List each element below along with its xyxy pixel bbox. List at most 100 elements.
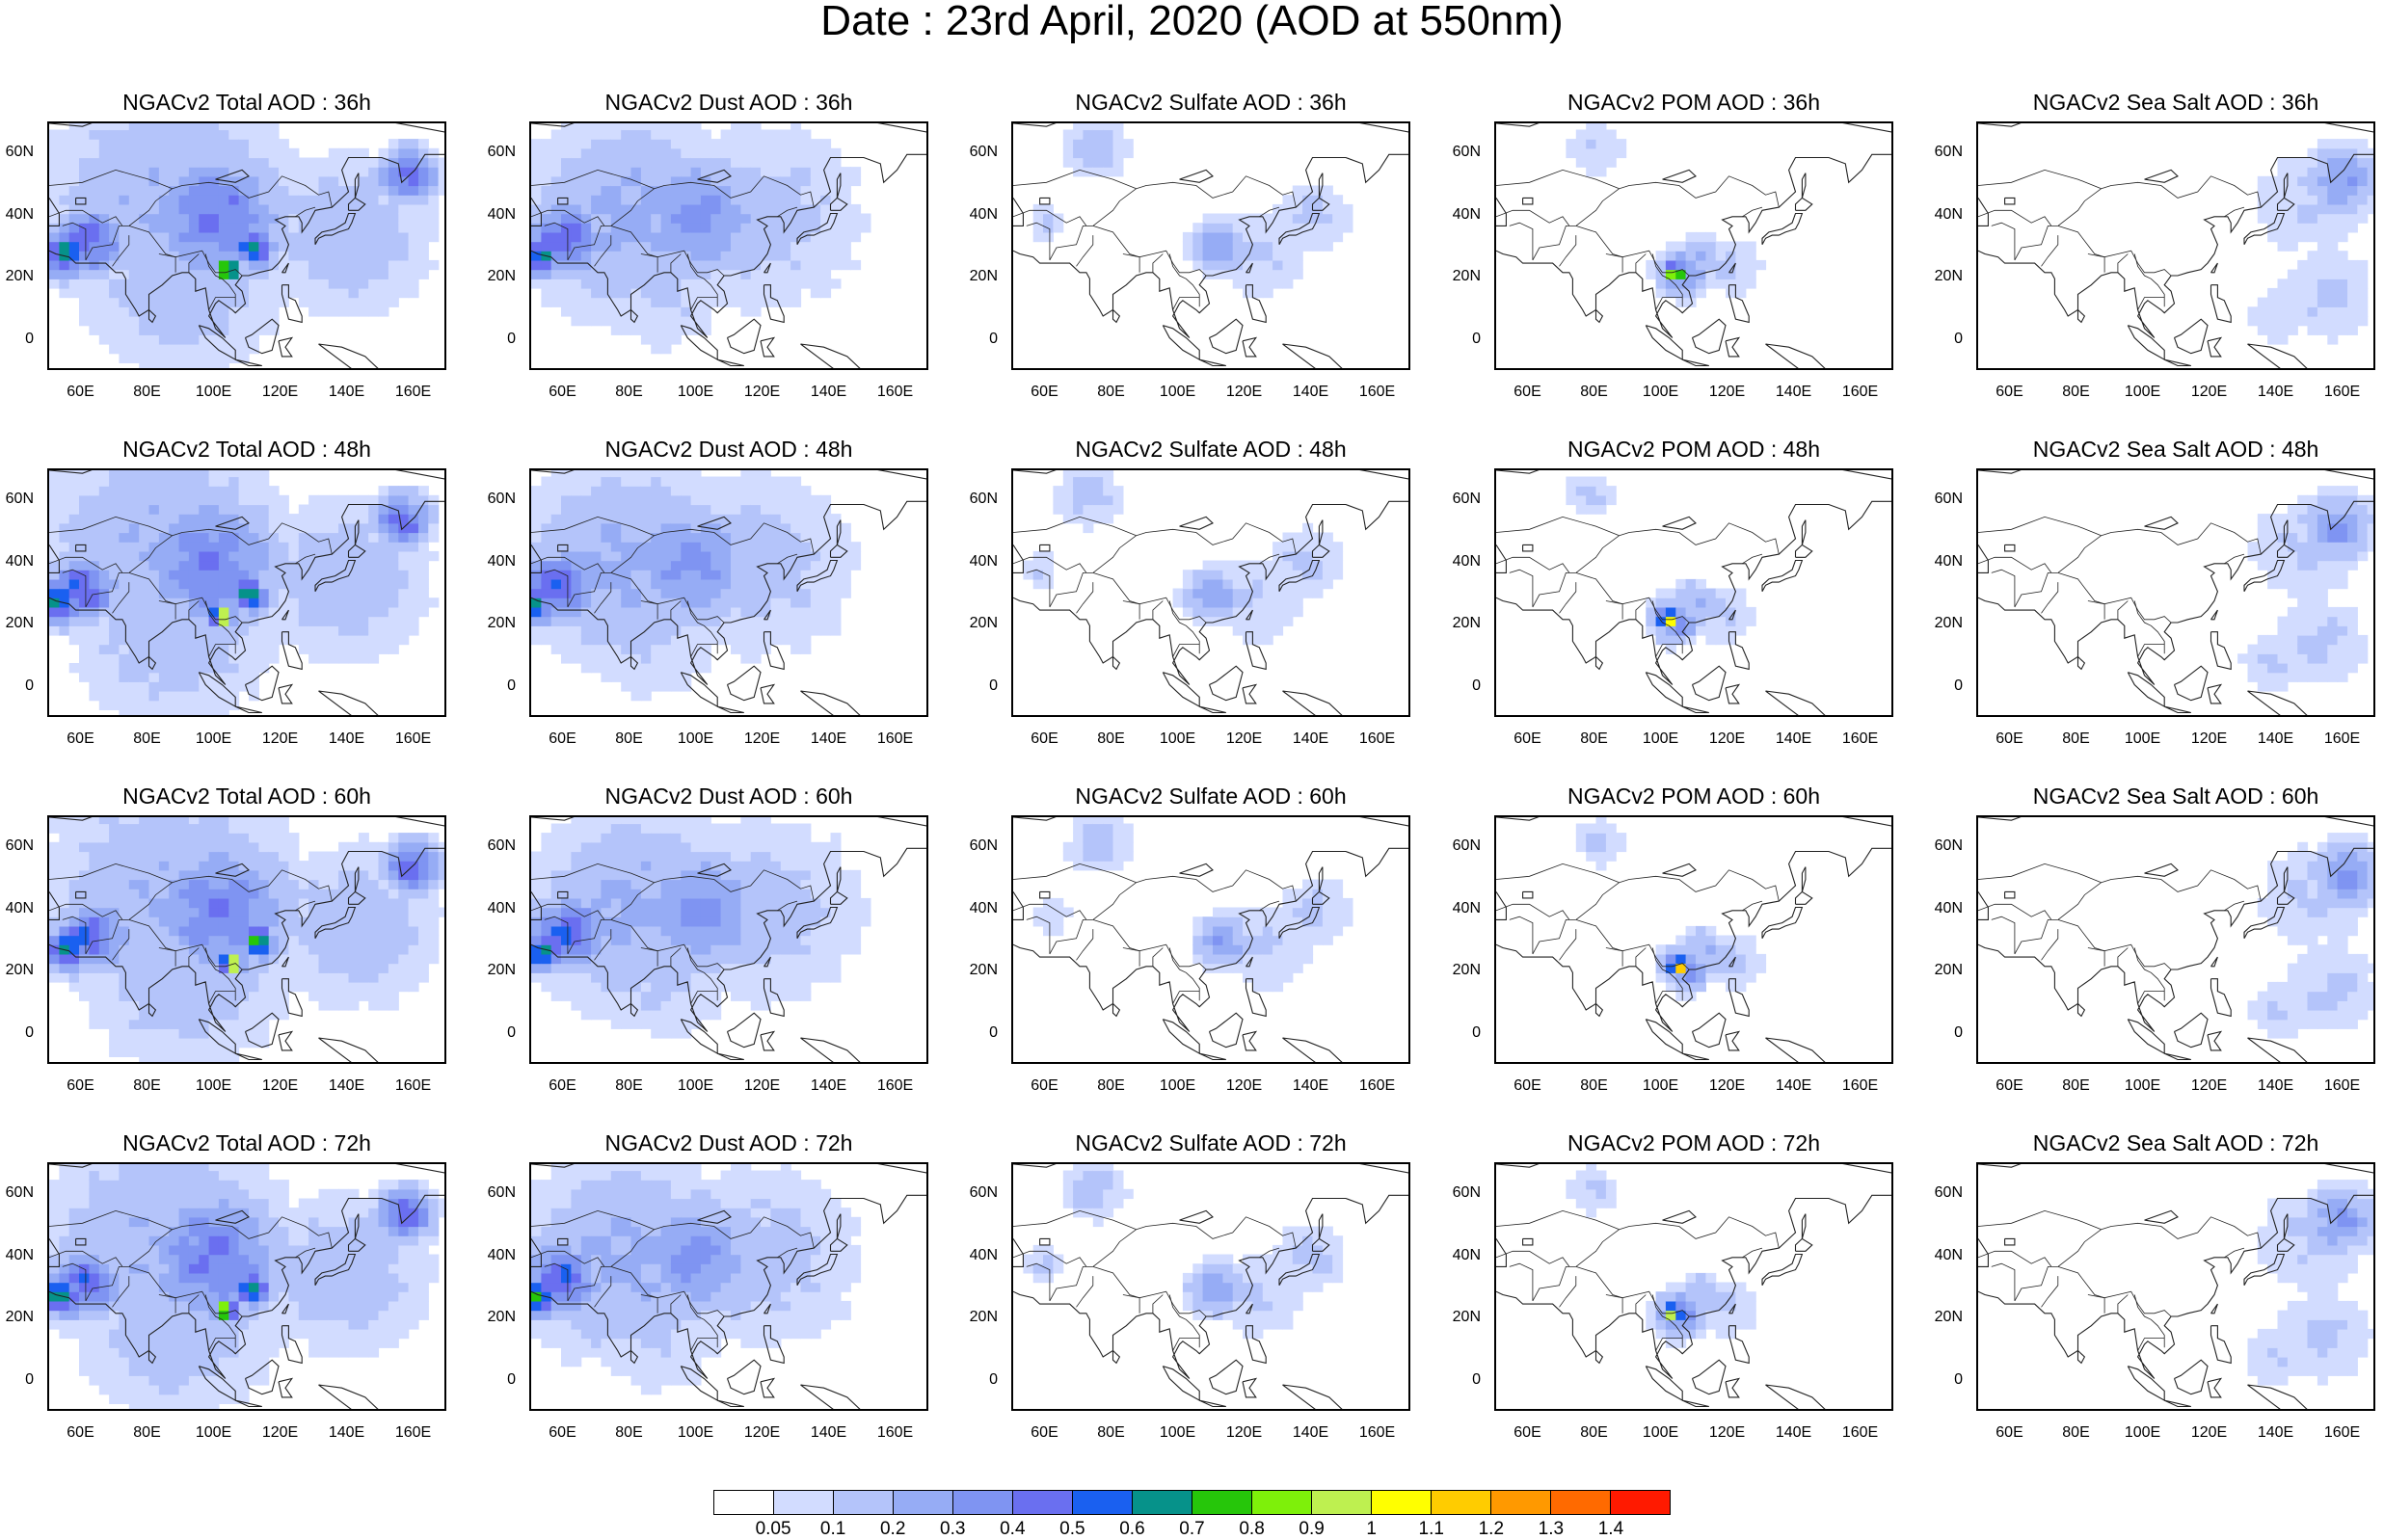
aod-cell [119,232,129,242]
aod-cell [129,1038,140,1048]
aod-cell [269,288,280,298]
aod-cell [761,625,771,635]
aod-cell [591,597,602,607]
aod-cell [99,298,110,307]
aod-cell [790,645,801,654]
aod-cell [2338,316,2348,326]
aod-cell [641,561,652,571]
aod-cell [1073,139,1084,148]
aod-cell [79,880,90,889]
aod-cell [119,992,129,1001]
aod-cell [721,523,732,533]
aod-cell [1192,251,1203,260]
aod-cell [1332,204,1343,214]
aod-cell [2278,551,2289,561]
aod-cell [189,306,200,316]
aod-cell [169,926,179,936]
aod-cell [1103,139,1113,148]
aod-cell [1103,495,1113,505]
aod-cell [820,204,831,214]
aod-cell [299,542,309,551]
aod-cell [69,908,80,917]
aod-cell [790,214,801,224]
aod-cell [119,288,129,298]
aod-cell [1103,130,1113,140]
aod-cell [149,514,160,523]
aod-cell [1103,514,1113,523]
aod-cell [740,214,751,224]
aod-cell [179,824,190,834]
aod-cell [139,486,149,495]
aod-cell [611,589,622,598]
aod-cell [199,316,209,326]
country-border [1496,210,1569,226]
country-border [1992,223,2015,260]
aod-cell [179,617,190,626]
aod-cell [611,176,622,186]
aod-cell [299,908,309,917]
aod-cell [691,533,702,543]
aod-cell [159,362,170,370]
aod-cell [139,663,149,673]
aod-cell [641,176,652,186]
country-border [2134,601,2164,654]
aod-cell [139,158,149,168]
aod-cell [249,982,259,992]
aod-cell [1083,477,1093,487]
aod-cell [249,681,259,691]
coastline [1726,338,1739,357]
aod-cell [239,260,250,270]
aod-cell [2288,306,2298,316]
aod-cell [119,505,129,515]
aod-cell [109,833,120,842]
aod-cell [129,817,140,824]
aod-cell [551,270,562,279]
aod-cell [279,523,289,533]
aod-cell [790,148,801,158]
aod-cell [811,260,821,270]
aod-cell [139,561,149,571]
aod-cell [239,625,250,635]
aod-cell [149,992,160,1001]
aod-cell [1606,158,1617,168]
aod-cell [319,514,330,523]
y-tick-label: 0 [25,331,34,348]
aod-cell [199,972,209,982]
aod-cell [1302,242,1313,252]
coastline [801,344,865,370]
aod-cell [651,681,661,691]
aod-cell [1686,260,1697,270]
aod-cell [308,270,319,279]
aod-cell [1272,260,1283,270]
aod-cell [209,288,220,298]
aod-cell [308,992,319,1001]
aod-cell [308,589,319,598]
aod-cell [269,579,280,589]
aod-cell [368,186,379,196]
aod-cell [681,570,691,579]
aod-cell [2338,486,2348,495]
aod-cell [228,298,239,307]
aod-cell [169,870,179,880]
aod-cell [279,167,289,176]
aod-cell [671,316,682,326]
aod-cell [258,852,269,862]
aod-cell [199,1038,209,1048]
aod-cell [1696,279,1706,288]
aod-cell [119,186,129,196]
aod-cell [159,326,170,335]
aod-cell [119,870,129,880]
aod-cell [359,617,369,626]
aod-cell [169,992,179,1001]
aod-cell [89,186,99,196]
aod-cell [691,148,702,158]
aod-cell [209,542,220,551]
aod-cell [398,214,409,224]
aod-cell [338,964,349,973]
aod-cell [69,635,80,645]
aod-cell [681,663,691,673]
aod-cell [199,139,209,148]
aod-cell [1183,232,1193,242]
aod-cell [721,242,732,252]
aod-cell [2368,158,2375,168]
